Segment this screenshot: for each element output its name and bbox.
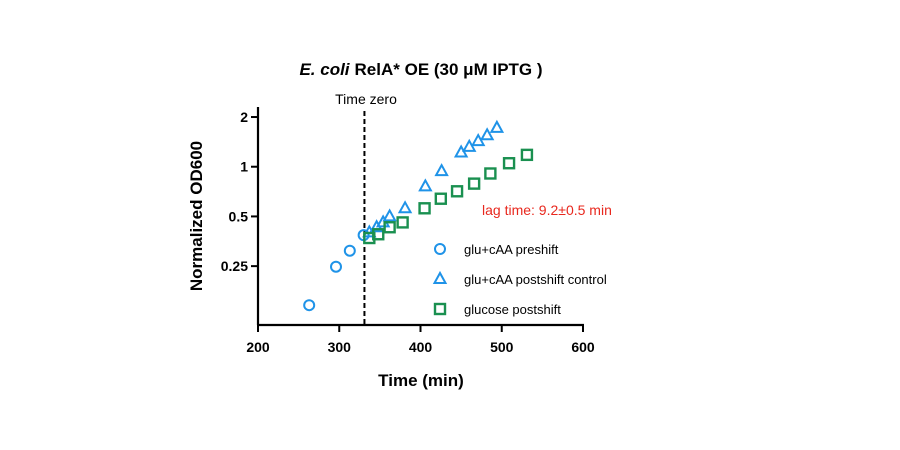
legend-label-preshift: glu+cAA preshift xyxy=(464,242,559,257)
postshift-control-point xyxy=(479,127,495,141)
chart-title: E. coli RelA* OE (30 μM IPTG ) xyxy=(299,60,542,79)
postshift-control-point xyxy=(489,119,505,133)
preshift-point xyxy=(343,244,356,257)
legend-label-glucose-postshift: glucose postshift xyxy=(464,302,561,317)
x-tick-label: 500 xyxy=(490,339,514,355)
legend-label-postshift-control: glu+cAA postshift control xyxy=(464,272,607,287)
postshift-control-point xyxy=(397,200,413,214)
glucose-postshift-point xyxy=(450,185,464,198)
x-tick-label: 300 xyxy=(328,339,352,355)
y-tick-label: 0.25 xyxy=(221,258,248,274)
chart-title-italic: E. coli xyxy=(299,60,350,79)
x-tick-label: 600 xyxy=(571,339,595,355)
glucose-postshift-point xyxy=(502,157,516,170)
preshift-point xyxy=(330,260,342,273)
y-tick-label: 0.5 xyxy=(229,208,249,224)
legend-markers xyxy=(432,243,448,316)
x-ticks: 200 300 400 500 600 xyxy=(246,325,595,355)
lag-time-annotation: lag time: 9.2±0.5 min xyxy=(482,202,612,218)
glucose-postshift-point xyxy=(520,148,534,162)
glucose-postshift-point xyxy=(383,221,396,234)
postshift-control-point xyxy=(434,163,449,177)
glucose-postshift-point xyxy=(396,216,409,229)
preshift-point xyxy=(303,299,316,312)
postshift-control-point xyxy=(418,178,433,192)
time-zero-label: Time zero xyxy=(335,91,397,107)
glucose-postshift-point xyxy=(418,202,431,215)
y-ticks: 0.25 0.5 1 2 xyxy=(221,109,258,274)
glucose-postshift-point xyxy=(484,167,497,180)
glucose-postshift-point xyxy=(467,177,481,190)
legend-marker-square xyxy=(433,302,447,316)
legend-marker-triangle xyxy=(432,270,448,284)
y-tick-label: 2 xyxy=(240,109,248,125)
y-axis-label: Normalized OD600 xyxy=(187,141,206,291)
x-axis-label: Time (min) xyxy=(378,371,464,390)
glucose-postshift-point xyxy=(372,228,385,241)
legend-marker-circle xyxy=(434,243,446,255)
y-tick-label: 1 xyxy=(240,159,248,175)
legend: glu+cAA preshift glu+cAA postshift contr… xyxy=(432,242,607,317)
x-tick-label: 200 xyxy=(246,339,270,355)
glucose-postshift-point xyxy=(434,192,448,205)
x-tick-label: 400 xyxy=(409,339,433,355)
series-layer xyxy=(303,119,534,312)
postshift-control-point xyxy=(382,208,397,222)
chart-title-rest: RelA* OE (30 μM IPTG ) xyxy=(355,60,543,79)
